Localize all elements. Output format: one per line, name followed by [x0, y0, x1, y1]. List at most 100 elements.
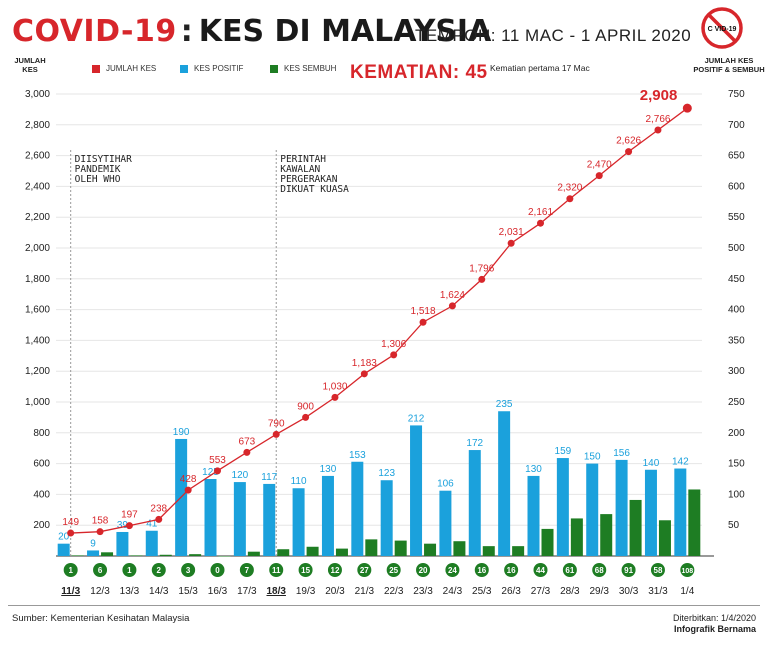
positive-bar: [321, 475, 334, 556]
recovered-count-text: 58: [654, 566, 663, 575]
total-cases-point: [566, 195, 574, 203]
x-tick-label: 25/3: [472, 586, 492, 597]
recovered-count-badge: [93, 563, 108, 577]
positive-bar: [116, 531, 129, 556]
x-tick-label: 18/3: [266, 586, 286, 597]
recovered-count-text: 15: [301, 566, 310, 575]
recovered-bar: [277, 549, 290, 556]
positive-bar: [204, 479, 217, 556]
left-axis-label: JUMLAH KES: [14, 56, 46, 74]
total-cases-point: [184, 486, 192, 494]
right-tick-label: 550: [728, 212, 745, 223]
publish-info: Diterbitkan: 1/4/2020 Infografik Bernama: [673, 613, 756, 635]
covid-chart: 2004006008001,0001,2001,4001,6001,8002,0…: [25, 87, 745, 597]
positive-bar: [57, 543, 70, 556]
positive-value-label: 153: [349, 450, 366, 461]
recovered-count-text: 1: [127, 566, 132, 575]
left-tick-label: 200: [33, 520, 50, 531]
positive-bar: [439, 490, 452, 556]
recovered-bar: [570, 518, 583, 556]
recovered-bar: [512, 546, 525, 556]
left-tick-label: 1,400: [25, 335, 50, 346]
right-tick-label: 400: [728, 305, 745, 316]
positive-value-label: 125: [202, 467, 219, 478]
annotation-text: PANDEMIK: [75, 164, 121, 175]
positive-value-label: 41: [146, 519, 158, 530]
recovered-count-badge: [357, 563, 372, 577]
x-tick-label: 23/3: [413, 586, 433, 597]
x-tick-label: 15/3: [178, 586, 198, 597]
recovered-count-text: 1: [68, 566, 73, 575]
positive-value-label: 106: [437, 479, 454, 490]
recovered-bar: [482, 546, 495, 556]
total-cases-label: 1,518: [411, 306, 436, 317]
right-tick-label: 300: [728, 366, 745, 377]
recovered-count-badge: [151, 563, 166, 577]
recovered-count-badge: [122, 563, 137, 577]
x-tick-label: 26/3: [501, 586, 521, 597]
total-cases-label: 197: [121, 510, 138, 521]
period-label: TEMPOH: 11 MAC - 1 APRIL 2020: [415, 26, 692, 45]
recovered-count-text: 0: [215, 566, 220, 575]
deaths-count: KEMATIAN: 45: [350, 62, 488, 83]
total-cases-point: [243, 448, 251, 456]
total-cases-label: 1,030: [322, 381, 347, 392]
positive-bar: [615, 459, 628, 556]
left-tick-label: 600: [33, 459, 50, 470]
right-tick-label: 750: [728, 89, 745, 100]
left-tick-label: 2,400: [25, 181, 50, 192]
right-tick-label: 700: [728, 120, 745, 131]
positive-value-label: 39: [117, 520, 129, 531]
recovered-count-text: 2: [157, 566, 162, 575]
positive-bar: [292, 488, 305, 556]
positive-bar: [674, 468, 687, 556]
total-cases-point: [67, 529, 75, 537]
positive-bar: [527, 475, 540, 556]
right-tick-label: 200: [728, 428, 745, 439]
footer-divider: [8, 605, 760, 606]
positive-value-label: 156: [613, 448, 630, 459]
recovered-count-text: 61: [565, 566, 574, 575]
total-cases-label: 553: [209, 455, 226, 466]
recovered-count-text: 24: [448, 566, 457, 575]
positive-bar: [233, 482, 246, 556]
recovered-count-badge: [474, 563, 489, 577]
recovered-bar: [629, 499, 642, 556]
legend-positive-label: KES POSITIF: [194, 64, 244, 73]
legend-total-swatch: [92, 64, 100, 73]
positive-bar: [644, 469, 657, 556]
total-cases-point: [682, 103, 692, 113]
total-cases-point: [448, 302, 456, 310]
x-tick-label: 1/4: [680, 586, 694, 597]
annotation-text: KAWALAN: [280, 164, 320, 175]
positive-bar: [87, 550, 100, 556]
recovered-bar: [424, 543, 437, 556]
total-cases-label: 149: [62, 517, 79, 528]
total-cases-point: [155, 515, 163, 523]
recovered-count-text: 12: [331, 566, 340, 575]
total-cases-point: [507, 239, 515, 247]
positive-value-label: 130: [525, 464, 542, 475]
recovered-count-badge: [269, 563, 284, 577]
recovered-count-text: 108: [681, 568, 693, 575]
total-cases-line: [70, 107, 688, 534]
left-tick-label: 1,200: [25, 366, 50, 377]
recovered-count-badge: [416, 563, 431, 577]
left-tick-label: 1,000: [25, 397, 50, 408]
infographic-title: COVID-19 : KES DI MALAYSIA: [12, 14, 491, 50]
total-cases-label: 1,183: [352, 358, 377, 369]
total-cases-point: [654, 126, 662, 134]
recovered-count-badge: [680, 563, 695, 577]
source-note: Sumber: Kementerian Kesihatan Malaysia: [12, 613, 190, 624]
x-tick-label: 16/3: [208, 586, 228, 597]
positive-value-label: 190: [173, 427, 190, 438]
title-main: KES DI MALAYSIA: [198, 14, 492, 49]
x-tick-label: 29/3: [589, 586, 609, 597]
recovered-count-badge: [327, 563, 342, 577]
left-tick-label: 3,000: [25, 89, 50, 100]
positive-value-label: 20: [58, 532, 70, 543]
left-tick-label: 2,000: [25, 243, 50, 254]
recovered-count-badge: [592, 563, 607, 577]
right-tick-label: 450: [728, 274, 745, 285]
positive-value-label: 123: [378, 468, 395, 479]
